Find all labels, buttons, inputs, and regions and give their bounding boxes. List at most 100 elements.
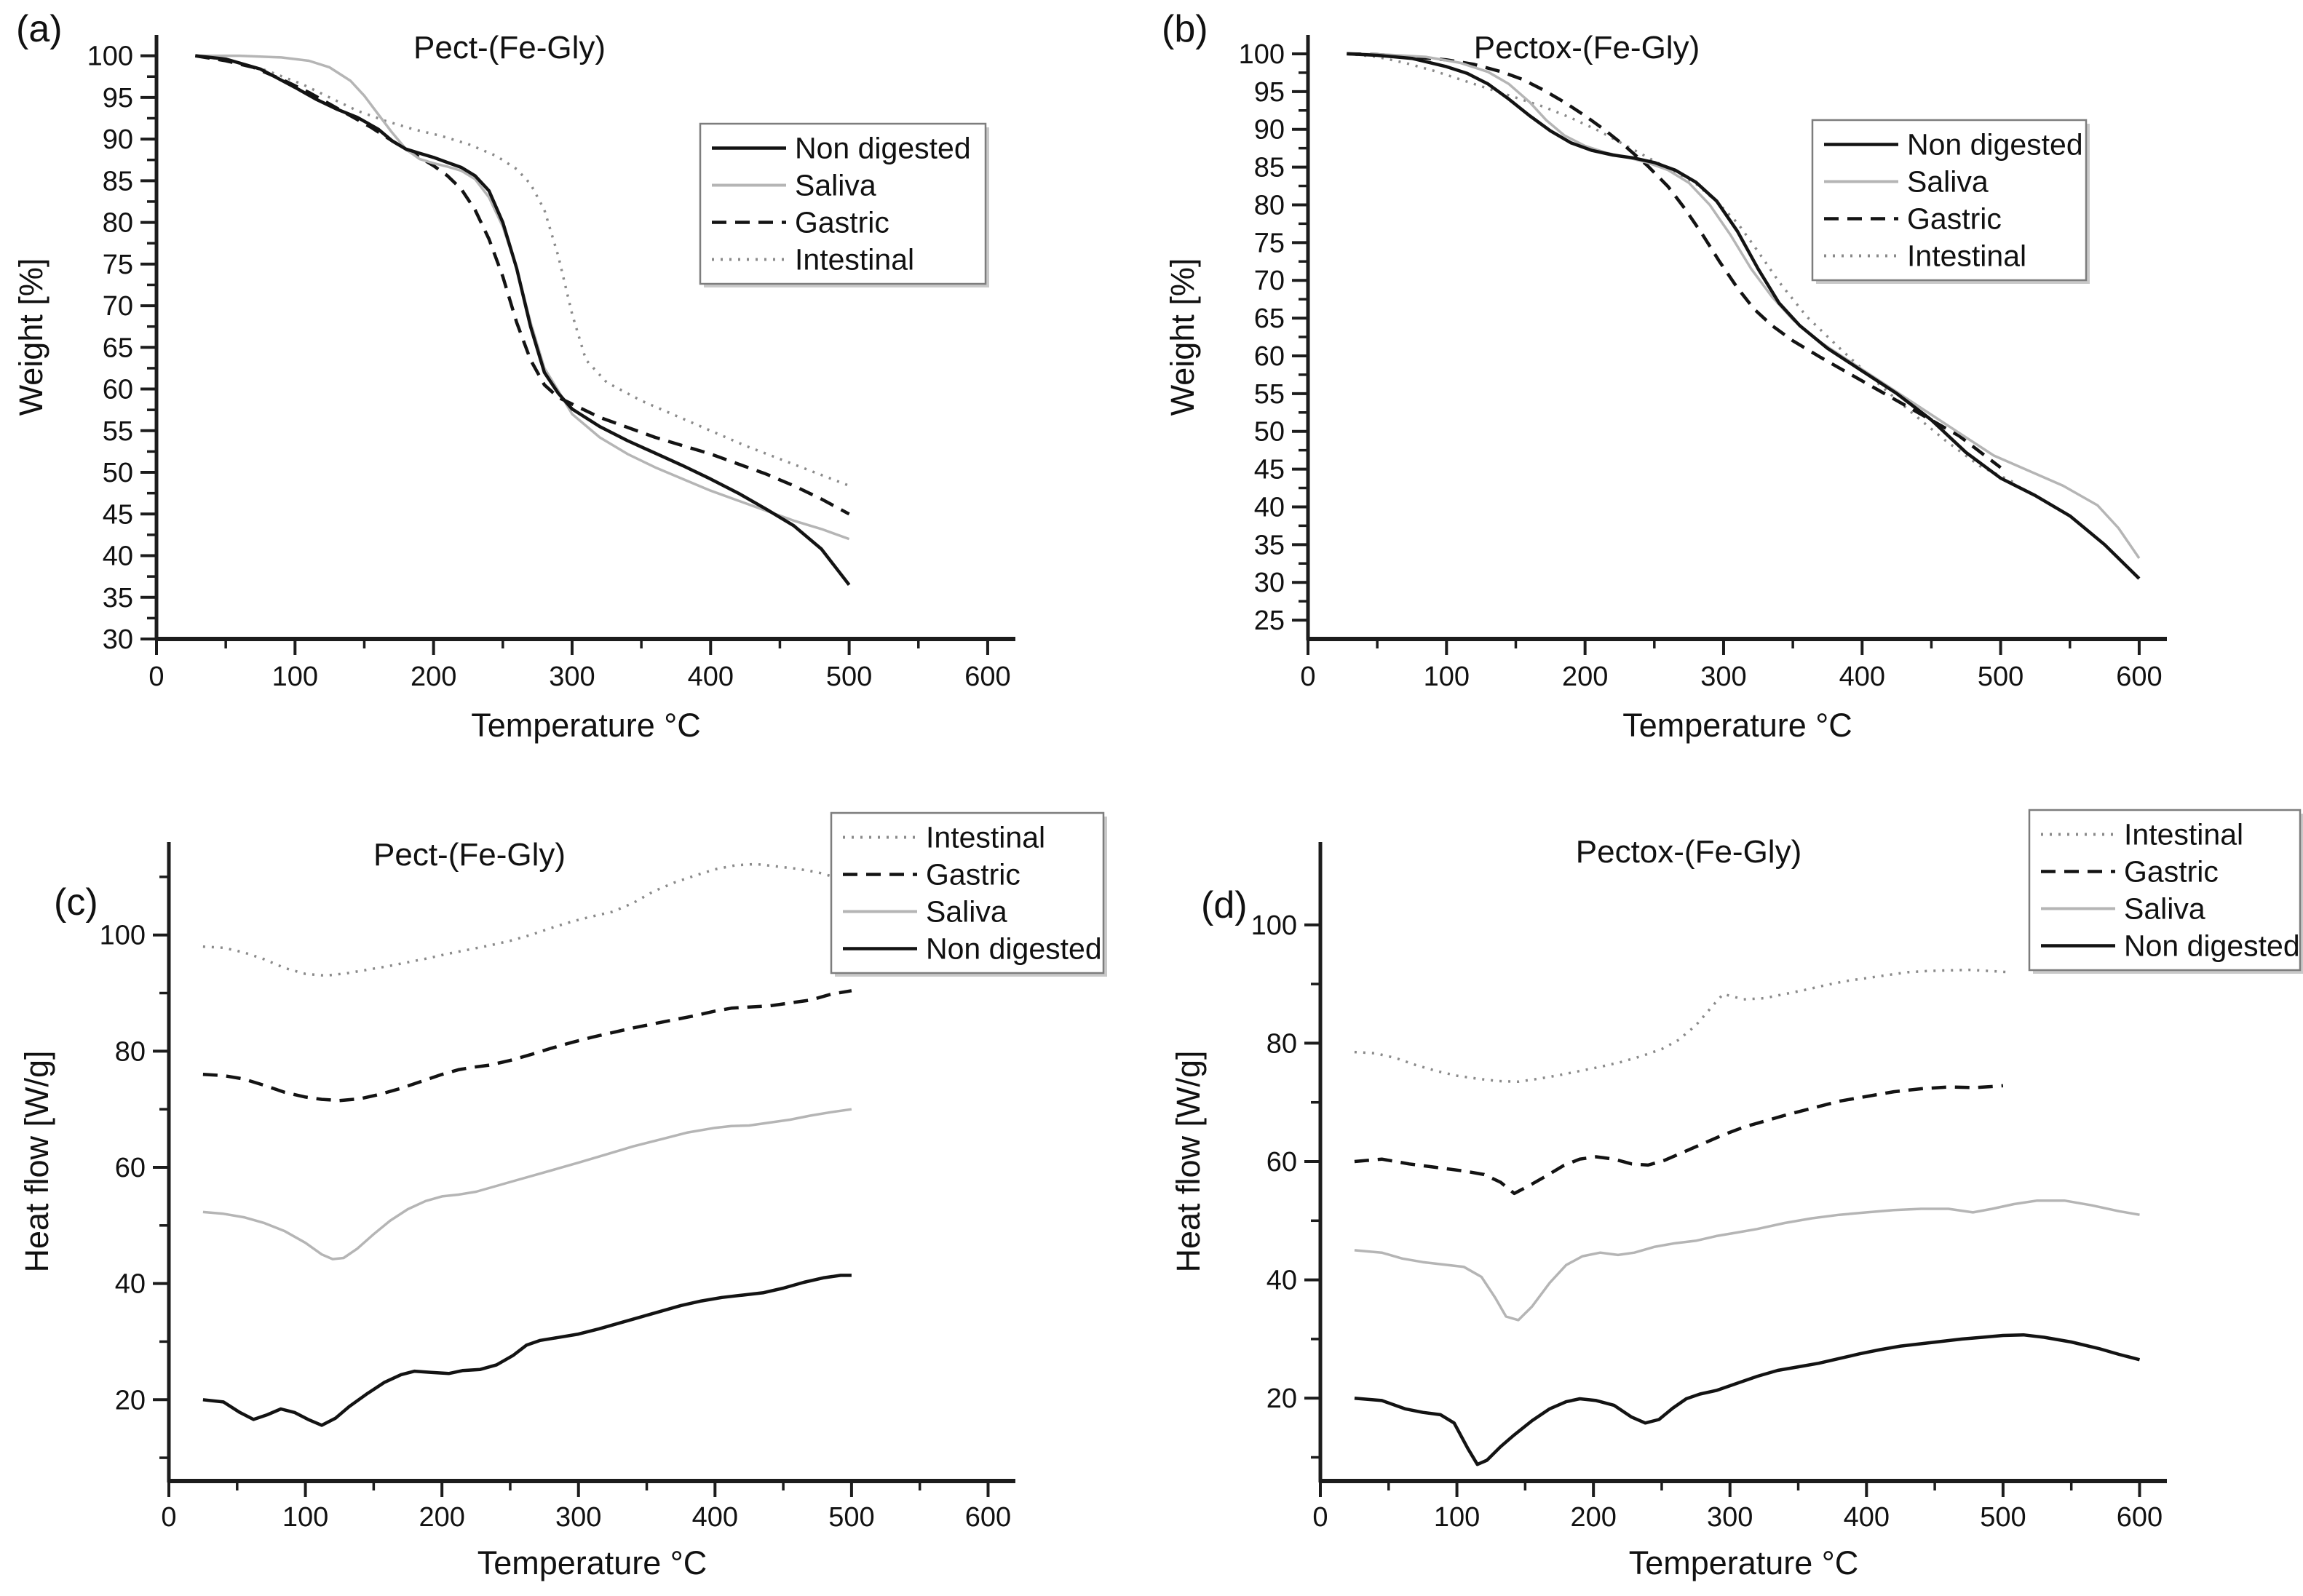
- x-tick-label: 500: [828, 1502, 874, 1533]
- y-tick-label: 45: [103, 499, 133, 530]
- x-tick-label: 600: [964, 662, 1010, 692]
- legend-label-saliva: Saliva: [926, 895, 1007, 929]
- panel-title: Pectox-(Fe-Gly): [1474, 30, 1700, 65]
- legend-label-intestinal: Intestinal: [795, 243, 914, 277]
- y-tick-label: 60: [1254, 341, 1285, 372]
- y-tick-label: 65: [1254, 303, 1285, 334]
- y-tick-label: 90: [1254, 115, 1285, 146]
- y-tick-label: 95: [103, 83, 133, 114]
- legend-label-non-digested: Non digested: [2124, 929, 2300, 963]
- legend-label-intestinal: Intestinal: [926, 821, 1045, 854]
- y-axis-label: Heat flow [W/g]: [18, 1050, 55, 1272]
- y-tick-label: 25: [1254, 606, 1285, 636]
- y-tick-label: 75: [1254, 228, 1285, 258]
- y-tick-label: 45: [1254, 455, 1285, 485]
- panel-title: Pectox-(Fe-Gly): [1576, 834, 1801, 870]
- chart-canvas-b: 0 100 200 300 400 500 600 25 30 35 40 45 50 55 60 65 70 7…: [1164, 30, 2167, 744]
- x-tick-label: 0: [1300, 662, 1315, 692]
- panel-c-dsc-pect: 0 100 200 300 400 500 600 20 40 60 80 100 Temperatur…: [0, 798, 1152, 1596]
- y-tick-label: 80: [115, 1036, 146, 1067]
- x-tick-label: 200: [1562, 662, 1608, 692]
- x-tick-label: 300: [549, 662, 595, 692]
- y-tick-label: 85: [103, 166, 133, 196]
- curve-saliva: [202, 1108, 852, 1260]
- legend-label-gastric: Gastric: [926, 858, 1020, 892]
- y-tick-label: 40: [1254, 492, 1285, 523]
- x-tick-label: 300: [1700, 662, 1746, 692]
- panel-title: Pect-(Fe-Gly): [373, 837, 566, 873]
- y-tick-label: 55: [1254, 379, 1285, 410]
- legend-label-gastric: Gastric: [1907, 202, 2002, 236]
- legend-label-saliva: Saliva: [795, 169, 876, 202]
- panel-letter-a: (a): [16, 8, 63, 50]
- legend-label-gastric: Gastric: [795, 206, 889, 239]
- legend-label-saliva: Saliva: [1907, 165, 1989, 199]
- legend-label-non-digested: Non digested: [1907, 128, 2083, 162]
- chart-canvas-c: 0 100 200 300 400 500 600 20 40 60 80 100 Temperatur…: [18, 811, 1107, 1581]
- x-tick-label: 0: [1312, 1502, 1328, 1533]
- chart-canvas-d: 0 100 200 300 400 500 600 20 40 60 80 100 Temperatur…: [1170, 809, 2303, 1581]
- y-tick-label: 50: [103, 458, 133, 488]
- x-tick-label: 500: [1978, 662, 2023, 692]
- legend-label-intestinal: Intestinal: [1907, 239, 2026, 273]
- legend-box: [699, 122, 987, 285]
- y-tick-label: 50: [1254, 417, 1285, 448]
- x-axis-label: Temperature °C: [471, 707, 701, 744]
- legend-label-intestinal: Intestinal: [2124, 818, 2243, 851]
- y-tick-label: 80: [1254, 190, 1285, 221]
- y-tick-label: 40: [115, 1269, 146, 1300]
- curve-non-digested: [1347, 52, 2141, 580]
- x-tick-label: 100: [272, 662, 318, 692]
- y-tick-label: 20: [115, 1385, 146, 1416]
- x-tick-label: 300: [1707, 1502, 1753, 1533]
- y-tick-label: 85: [1254, 153, 1285, 183]
- y-tick-label: 60: [115, 1153, 146, 1183]
- x-tick-label: 200: [419, 1502, 464, 1533]
- panel-title: Pect-(Fe-Gly): [413, 30, 606, 65]
- panel-d-dsc-pectox: 0 100 200 300 400 500 600 20 40 60 80 100 Temperatur…: [1152, 798, 2303, 1596]
- y-tick-label: 35: [1254, 530, 1285, 560]
- x-axis-label: Temperature °C: [1629, 1544, 1859, 1581]
- x-tick-label: 500: [826, 662, 872, 692]
- x-tick-label: 400: [1839, 662, 1885, 692]
- x-tick-label: 400: [1844, 1502, 1890, 1533]
- curve-saliva: [195, 54, 850, 541]
- curve-non-digested: [202, 1274, 852, 1427]
- curve-gastric: [1354, 1084, 2004, 1196]
- y-tick-label: 70: [1254, 266, 1285, 296]
- y-tick-label: 65: [103, 333, 133, 363]
- legend-label-saliva: Saliva: [2124, 892, 2205, 926]
- x-axis-label: Temperature °C: [477, 1544, 707, 1581]
- y-tick-label: 100: [1239, 39, 1285, 70]
- curve-gastric: [1347, 52, 2002, 469]
- x-tick-label: 100: [1424, 662, 1470, 692]
- y-axis-label: Heat flow [W/g]: [1170, 1050, 1207, 1272]
- x-tick-label: 200: [411, 662, 456, 692]
- panel-letter-b: (b): [1162, 8, 1208, 50]
- legend-box: [1811, 119, 2088, 282]
- y-tick-label: 90: [103, 124, 133, 155]
- y-tick-label: 80: [103, 208, 133, 239]
- x-tick-label: 600: [2117, 1502, 2163, 1533]
- y-tick-label: 100: [87, 41, 133, 72]
- x-tick-label: 100: [282, 1502, 328, 1533]
- x-tick-label: 600: [2116, 662, 2162, 692]
- y-tick-label: 35: [103, 583, 133, 614]
- y-tick-label: 40: [103, 541, 133, 572]
- x-tick-label: 500: [1980, 1502, 2026, 1533]
- curve-intestinal: [202, 862, 852, 977]
- curve-non-digested: [1354, 1333, 2141, 1466]
- panel-letter-c: (c): [54, 881, 98, 924]
- x-tick-label: 0: [161, 1502, 176, 1533]
- x-axis-label: Temperature °C: [1622, 707, 1852, 744]
- y-tick-label: 60: [1267, 1147, 1297, 1178]
- y-tick-label: 70: [103, 291, 133, 322]
- legend-label-non-digested: Non digested: [795, 132, 971, 165]
- x-tick-label: 200: [1570, 1502, 1616, 1533]
- y-axis-label: Weight [%]: [1164, 258, 1201, 416]
- panel-b-tga-pectox: 0 100 200 300 400 500 600 25 30 35 40 45 50 55 60 65 70 7…: [1152, 0, 2303, 798]
- x-tick-label: 0: [148, 662, 164, 692]
- curve-intestinal: [1354, 968, 2010, 1084]
- y-tick-label: 80: [1267, 1028, 1297, 1059]
